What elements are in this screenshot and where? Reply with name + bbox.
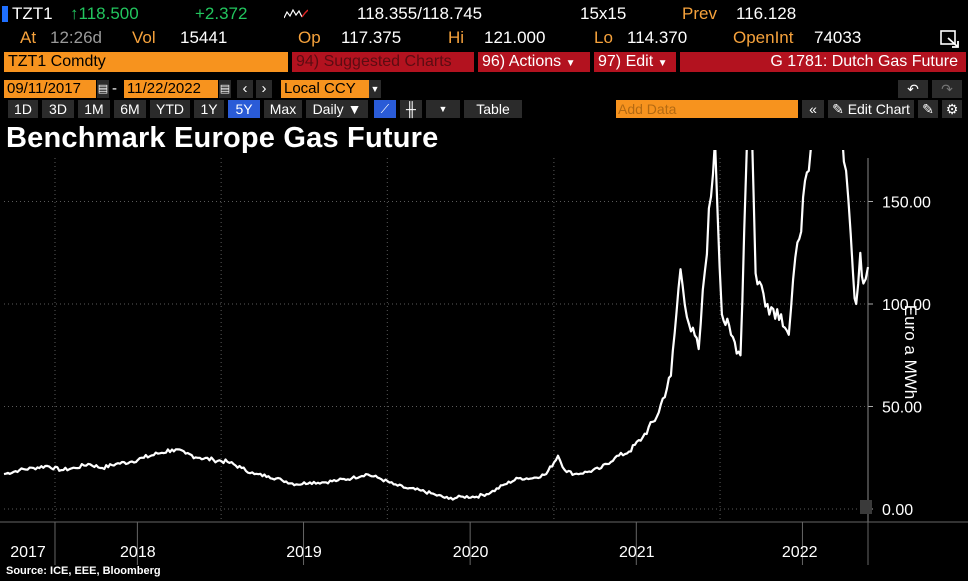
period-1m[interactable]: 1M xyxy=(78,100,110,118)
prev-range-button[interactable]: ‹ xyxy=(237,80,253,98)
edit-chart-label: Edit Chart xyxy=(847,101,910,117)
undo-icon[interactable]: ↶ xyxy=(898,80,928,98)
price-line xyxy=(3,150,870,501)
end-calendar-icon[interactable]: ▤ xyxy=(219,80,231,98)
period-ytd[interactable]: YTD xyxy=(150,100,190,118)
y-axis-label: Euro a MWh xyxy=(901,304,920,400)
popout-icon[interactable] xyxy=(940,30,960,48)
period-3d[interactable]: 3D xyxy=(42,100,74,118)
price-change: +2.372 xyxy=(195,4,248,23)
period-max[interactable]: Max xyxy=(264,100,302,118)
x-tick-label: 2021 xyxy=(619,544,655,561)
end-date-input[interactable]: 11/22/2022 xyxy=(124,80,218,98)
currency-dropdown-icon[interactable]: ▼ xyxy=(369,80,381,98)
edit-chart-button[interactable]: ✎ Edit Chart xyxy=(828,100,914,118)
lo-label: Lo xyxy=(594,28,613,47)
x-tick-label: 2018 xyxy=(120,544,156,561)
bid-ask: 118.355/118.745 xyxy=(357,4,483,23)
prev-value: 116.128 xyxy=(736,4,797,23)
menu-bar: TZT1 Comdty 94) Suggested Charts 96) Act… xyxy=(4,52,966,72)
ticker[interactable]: TZT1 xyxy=(12,4,53,23)
last-price: ↑118.500 xyxy=(70,4,139,23)
chart-type-dropdown-icon[interactable]: ▼ xyxy=(426,100,460,118)
start-date-input[interactable]: 09/11/2017 xyxy=(4,80,96,98)
y-tick-label: 150.00 xyxy=(882,195,931,212)
ticker-marker xyxy=(2,6,8,22)
vol-label: Vol xyxy=(132,28,156,47)
sparkline-icon xyxy=(284,8,308,19)
openint-label: OpenInt xyxy=(733,28,794,47)
x-tick-label: 2020 xyxy=(453,544,489,561)
prev-label: Prev xyxy=(682,4,717,23)
line-chart-icon[interactable]: ⟋ xyxy=(374,100,396,118)
actions-label: 96) Actions xyxy=(482,53,562,70)
edit-label: 97) Edit xyxy=(598,53,654,70)
actions-menu[interactable]: 96) Actions ▼ xyxy=(478,52,590,72)
period-1d[interactable]: 1D xyxy=(8,100,38,118)
chart-title: Benchmark Europe Gas Future xyxy=(6,122,439,154)
settings-gear-icon[interactable]: ⚙ xyxy=(942,100,962,118)
lo-value: 114.370 xyxy=(627,28,688,47)
range-separator: - xyxy=(112,80,117,97)
source-note: Source: ICE, EEE, Bloomberg xyxy=(6,565,161,577)
axis-marker xyxy=(860,500,872,514)
next-range-button[interactable]: › xyxy=(256,80,272,98)
period-5y[interactable]: 5Y xyxy=(228,100,260,118)
edit-dropdown-icon: ▼ xyxy=(657,58,668,69)
period-6m[interactable]: 6M xyxy=(114,100,146,118)
pencil-icon: ✎ xyxy=(832,101,844,117)
security-description: G 1781: Dutch Gas Future xyxy=(680,52,966,72)
open-value: 117.375 xyxy=(341,28,402,47)
x-tick-label: 2019 xyxy=(286,544,322,561)
collapse-icon[interactable]: « xyxy=(802,100,824,118)
y-tick-label: 100.00 xyxy=(882,297,931,314)
security-field[interactable]: TZT1 Comdty xyxy=(4,52,288,72)
table-button[interactable]: Table xyxy=(464,100,522,118)
open-label: Op xyxy=(298,28,321,47)
period-1y[interactable]: 1Y xyxy=(194,100,224,118)
bid-ask-size: 15x15 xyxy=(580,4,627,23)
hi-label: Hi xyxy=(448,28,465,47)
hi-value: 121.000 xyxy=(484,28,546,47)
frequency-select[interactable]: Daily ▼ xyxy=(306,100,368,118)
actions-dropdown-icon: ▼ xyxy=(565,58,576,69)
y-tick-label: 50.00 xyxy=(882,400,922,417)
bar-chart-icon[interactable]: ╫ xyxy=(400,100,422,118)
redo-icon[interactable]: ↷ xyxy=(932,80,962,98)
annotate-icon[interactable]: ✎ xyxy=(918,100,938,118)
time-label: At xyxy=(20,28,37,47)
suggested-charts-menu[interactable]: 94) Suggested Charts xyxy=(292,52,474,72)
y-tick-label: 0.00 xyxy=(882,502,913,519)
time-value: 12:26d xyxy=(50,28,102,47)
edit-menu[interactable]: 97) Edit ▼ xyxy=(594,52,676,72)
x-tick-label: 2017 xyxy=(10,544,46,561)
vol-value: 15441 xyxy=(180,28,228,47)
currency-select[interactable]: Local CCY xyxy=(281,80,369,98)
start-calendar-icon[interactable]: ▤ xyxy=(97,80,109,98)
add-data-input[interactable]: Add Data xyxy=(616,100,798,118)
x-tick-label: 2022 xyxy=(782,544,818,561)
openint-value: 74033 xyxy=(814,28,862,47)
